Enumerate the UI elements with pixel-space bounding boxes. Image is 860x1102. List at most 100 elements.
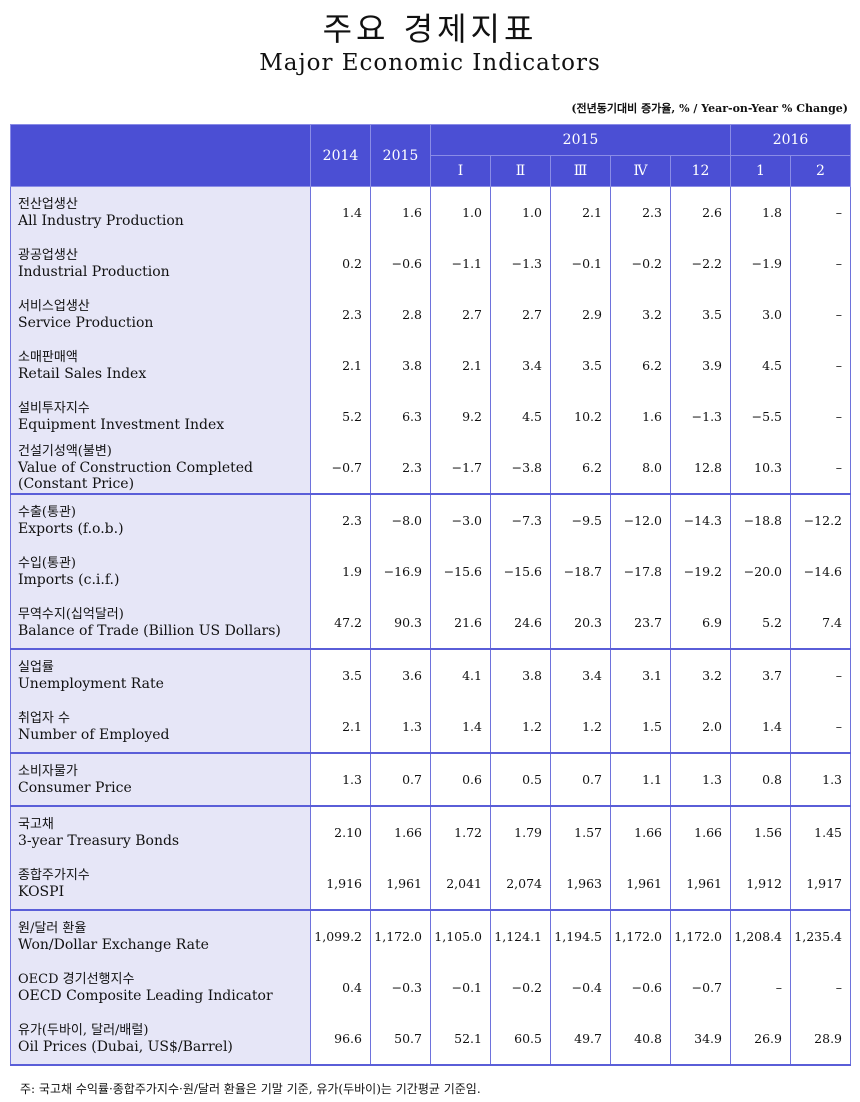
- value-cell: 28.9: [789, 1013, 852, 1066]
- value-cell: 1.9: [310, 546, 371, 597]
- value-cell: 6.3: [370, 391, 431, 442]
- value-cell: 1.8: [730, 186, 791, 238]
- value-cell: 1.6: [610, 391, 671, 442]
- value-cell: –: [730, 962, 791, 1013]
- value-cell: 2.10: [310, 806, 371, 858]
- value-cell: −0.6: [610, 962, 671, 1013]
- label-english: 3-year Treasury Bonds: [18, 832, 180, 849]
- value-cell: 3.0: [730, 289, 791, 340]
- value-cell: 6.9: [670, 597, 731, 650]
- label-english: Value of Construction Completed: [18, 459, 253, 476]
- value-cell: 23.7: [610, 597, 671, 650]
- value-cell: 52.1: [430, 1013, 491, 1066]
- value-cell: 1.0: [490, 186, 551, 238]
- value-cell: −15.6: [430, 546, 491, 597]
- value-cell: 4.5: [490, 391, 551, 442]
- data-row: 유가(두바이, 달러/배럴) Oil Prices (Dubai, US$/Bar…: [10, 1013, 852, 1066]
- value-cell: 3.4: [490, 340, 551, 391]
- value-cell: 1.3: [670, 753, 731, 807]
- label-korean: 취업자 수: [18, 710, 70, 726]
- label-korean: 설비투자지수: [18, 400, 90, 416]
- value-cell: 3.2: [610, 289, 671, 340]
- value-cell: −18.7: [550, 546, 611, 597]
- label-english: Won/Dollar Exchange Rate: [18, 936, 209, 953]
- value-cell: −0.2: [610, 238, 671, 289]
- corner-cell: [10, 124, 311, 187]
- value-cell: 1.4: [730, 701, 791, 754]
- label-korean: 국고채: [18, 816, 54, 832]
- value-cell: 10.2: [550, 391, 611, 442]
- value-cell: 6.2: [610, 340, 671, 391]
- value-cell: 47.2: [310, 597, 371, 650]
- header-row: 2014 2015 2015 2016: [10, 124, 852, 187]
- label-korean: 서비스업생산: [18, 298, 90, 314]
- value-cell: 1.66: [670, 806, 731, 858]
- data-row: 종합주가지수 KOSPI 1,916 1,961 2,041 2,074 1,963 1,96…: [10, 858, 852, 911]
- value-cell: −9.5: [550, 494, 611, 546]
- value-cell: 12.8: [670, 442, 731, 495]
- value-cell: 1,961: [370, 858, 431, 911]
- label-korean: 실업률: [18, 659, 54, 675]
- value-cell: 90.3: [370, 597, 431, 650]
- value-cell: 34.9: [670, 1013, 731, 1066]
- row-label: 소비자물가 Consumer Price: [10, 753, 311, 807]
- value-cell: 10.3: [730, 442, 791, 495]
- value-cell: 2.1: [550, 186, 611, 238]
- value-cell: 2.3: [610, 186, 671, 238]
- value-cell: 2.1: [310, 701, 371, 754]
- row-label: 건설기성액(불변) Value of Construction Completed…: [10, 442, 311, 495]
- label-korean: 유가(두바이, 달러/배럴): [18, 1022, 149, 1038]
- year-header: 2015: [370, 124, 431, 187]
- value-cell: 3.8: [490, 649, 551, 701]
- label-english: Oil Prices (Dubai, US$/Barrel): [18, 1038, 233, 1055]
- row-label: 수입(통관) Imports (c.i.f.): [10, 546, 311, 597]
- value-cell: 1.66: [370, 806, 431, 858]
- value-cell: 21.6: [430, 597, 491, 650]
- label-english: Number of Employed: [18, 726, 170, 743]
- data-row: 소매판매액 Retail Sales Index 2.1 3.8 2.1 3.4 3.5 6.…: [10, 340, 852, 391]
- value-cell: 26.9: [730, 1013, 791, 1066]
- label-korean: 원/달러 환율: [18, 920, 87, 936]
- data-row: 국고채 3-year Treasury Bonds 2.10 1.66 1.72 1.79…: [10, 806, 852, 858]
- label-english: Balance of Trade (Billion US Dollars): [18, 622, 281, 639]
- value-cell: 1.3: [370, 701, 431, 754]
- value-cell: −18.8: [730, 494, 791, 546]
- data-row: 설비투자지수 Equipment Investment Index 5.2 6.3 9.…: [10, 391, 852, 442]
- value-cell: –: [789, 649, 852, 701]
- value-cell: −1.1: [430, 238, 491, 289]
- value-cell: −2.2: [670, 238, 731, 289]
- value-cell: −1.7: [430, 442, 491, 495]
- label-korean: OECD 경기선행지수: [18, 971, 135, 987]
- value-cell: −1.3: [490, 238, 551, 289]
- value-cell: 1,172.0: [370, 910, 431, 962]
- value-cell: 1,917: [789, 858, 852, 911]
- value-cell: −14.6: [789, 546, 852, 597]
- period-header: 2: [789, 155, 852, 187]
- value-cell: −0.3: [370, 962, 431, 1013]
- label-english-note: (Constant Price): [18, 475, 135, 492]
- value-cell: 3.2: [670, 649, 731, 701]
- value-cell: –: [789, 340, 852, 391]
- data-row: 실업률 Unemployment Rate 3.5 3.6 4.1 3.8 3.4 3.1 3.…: [10, 649, 852, 701]
- row-label: OECD 경기선행지수 OECD Composite Leading Indica…: [10, 962, 311, 1013]
- period-header: Ⅲ: [550, 155, 611, 187]
- value-cell: 6.2: [550, 442, 611, 495]
- value-cell: 3.9: [670, 340, 731, 391]
- value-cell: −1.3: [670, 391, 731, 442]
- value-cell: 1.45: [789, 806, 852, 858]
- value-cell: −15.6: [490, 546, 551, 597]
- value-cell: 1.4: [430, 701, 491, 754]
- label-english: Equipment Investment Index: [18, 416, 225, 433]
- value-cell: –: [789, 289, 852, 340]
- value-cell: 0.2: [310, 238, 371, 289]
- value-cell: 24.6: [490, 597, 551, 650]
- data-row: 수출(통관) Exports (f.o.b.) 2.3 −8.0 −3.0 −7.3 −9.…: [10, 494, 852, 546]
- value-cell: 49.7: [550, 1013, 611, 1066]
- value-cell: 0.5: [490, 753, 551, 807]
- value-cell: 40.8: [610, 1013, 671, 1066]
- value-cell: −17.8: [610, 546, 671, 597]
- row-label: 설비투자지수 Equipment Investment Index: [10, 391, 311, 442]
- value-cell: 2.3: [310, 494, 371, 546]
- value-cell: 2.1: [310, 340, 371, 391]
